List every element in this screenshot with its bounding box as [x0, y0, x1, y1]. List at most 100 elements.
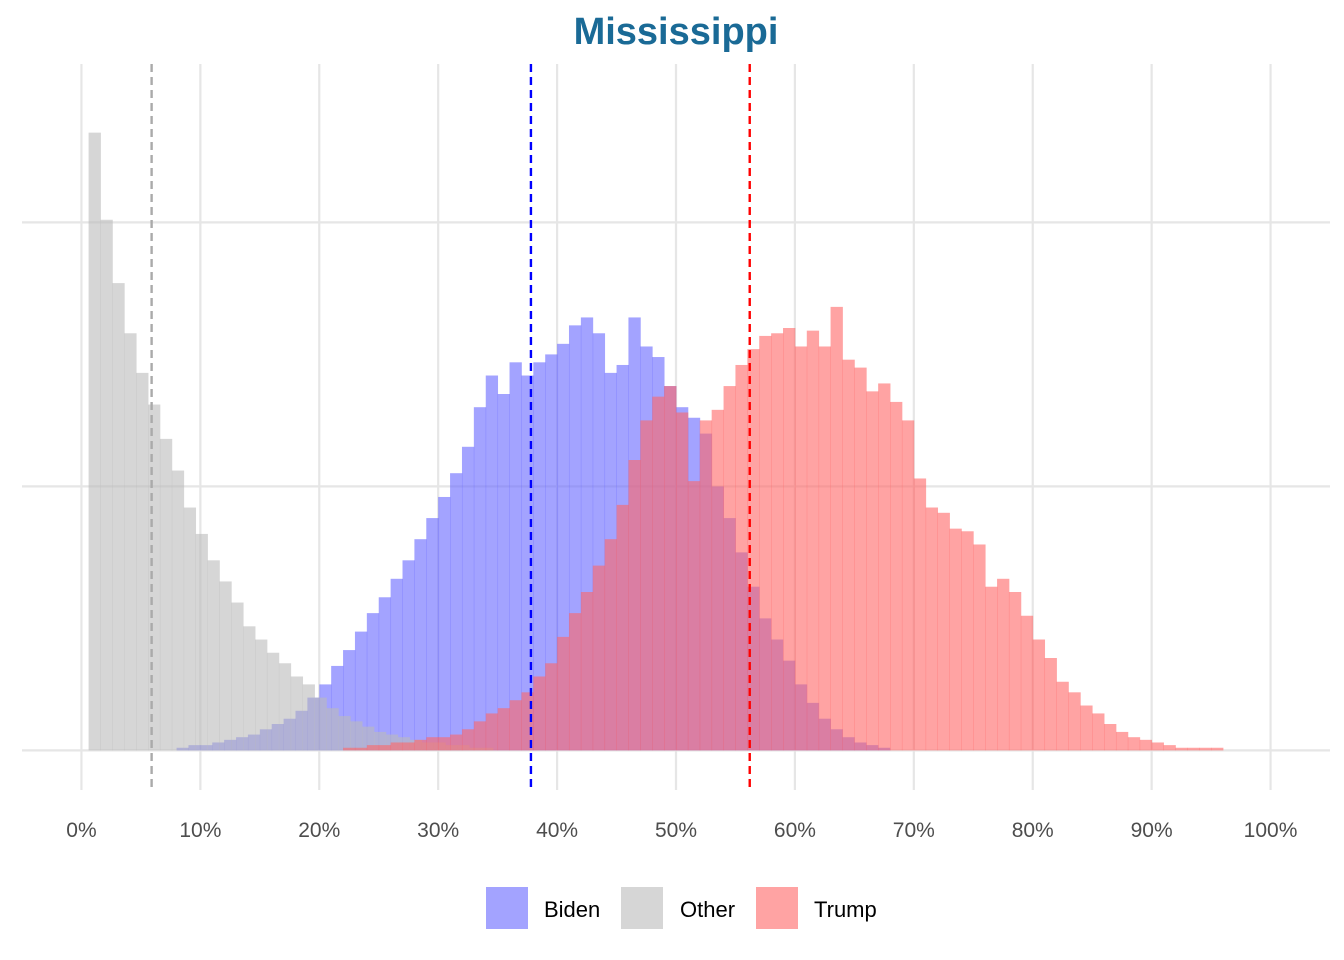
bar-other [136, 372, 149, 751]
x-tick-label: 20% [298, 819, 340, 842]
bar-biden [485, 375, 499, 751]
bar-trump [1008, 592, 1022, 751]
bar-trump [759, 335, 772, 751]
bar-trump [497, 708, 510, 751]
x-tick-label: 50% [655, 819, 697, 842]
bar-trump [901, 420, 915, 751]
legend-label-other: Other [680, 897, 735, 922]
bar-trump [354, 747, 368, 751]
x-axis-ticks: 0% 10% 20% 30% 40% 50% 60% 70% 80% 90% 100% [66, 819, 1297, 842]
legend-key-trump [756, 887, 798, 929]
bar-other [362, 726, 375, 751]
bar-trump [842, 359, 855, 751]
legend-label-trump: Trump [814, 897, 877, 922]
bar-trump [545, 663, 558, 751]
bar-trump [925, 507, 938, 751]
bar-biden [450, 473, 463, 751]
bar-biden [390, 578, 403, 751]
bar-trump [985, 586, 998, 751]
bar-trump [1211, 747, 1224, 751]
legend-key-biden [486, 887, 528, 929]
bar-trump [628, 460, 641, 751]
bar-other [302, 684, 315, 751]
bar-trump [973, 544, 986, 751]
bar-other [219, 581, 232, 751]
bar-trump [1115, 731, 1129, 751]
bar-trump [890, 401, 903, 751]
bar-trump [1092, 713, 1105, 751]
bar-trump [1199, 747, 1212, 751]
bar-other [266, 652, 280, 751]
x-tick-label: 40% [536, 819, 578, 842]
histogram-bars [88, 132, 1224, 751]
bar-biden [533, 362, 546, 751]
bar-trump [580, 592, 594, 751]
bar-trump [557, 636, 570, 751]
bar-trump [735, 364, 748, 751]
bar-biden [545, 354, 558, 751]
bar-trump [1139, 739, 1153, 751]
bar-biden [414, 539, 427, 751]
bar-other [314, 697, 327, 751]
bar-biden [378, 597, 392, 751]
bar-trump [699, 420, 713, 751]
bar-trump [664, 386, 677, 751]
bar-trump [390, 742, 403, 751]
bar-other [171, 470, 185, 751]
bar-trump [1020, 615, 1034, 751]
series-trump [343, 306, 1224, 751]
bar-trump [1127, 737, 1141, 751]
bar-trump [438, 737, 451, 751]
bar-trump [640, 420, 653, 751]
bar-trump [426, 737, 439, 751]
bar-trump [1056, 681, 1069, 751]
bar-trump [794, 346, 808, 751]
bar-biden [461, 446, 475, 751]
bar-trump [616, 504, 629, 751]
legend: Biden Other Trump [486, 887, 877, 929]
bar-other [243, 626, 256, 751]
bar-biden [497, 394, 510, 751]
legend-key-other [621, 887, 663, 929]
bar-trump [485, 713, 499, 751]
x-tick-label: 0% [66, 819, 96, 842]
bar-other [88, 132, 101, 751]
bar-trump [414, 739, 427, 751]
bar-trump [568, 613, 582, 751]
bar-other [338, 716, 351, 751]
bar-trump [1032, 639, 1046, 751]
bar-other [159, 438, 173, 751]
bar-other [326, 708, 339, 751]
bar-trump [783, 328, 796, 751]
bar-trump [592, 565, 606, 751]
bar-trump [473, 721, 487, 751]
bar-trump [378, 745, 392, 751]
x-tick-label: 70% [893, 819, 935, 842]
chart-title: Mississippi [574, 11, 779, 53]
bar-trump [818, 346, 831, 751]
bar-trump [1080, 705, 1093, 751]
x-tick-label: 30% [417, 819, 459, 842]
bar-trump [830, 306, 843, 751]
bar-trump [806, 330, 820, 751]
bar-trump [771, 333, 784, 751]
bar-other [231, 602, 244, 751]
bar-trump [687, 481, 701, 751]
bar-biden [509, 362, 522, 751]
bar-trump [854, 367, 867, 751]
bar-other [148, 404, 161, 751]
bar-other [207, 560, 220, 751]
bar-trump [1044, 658, 1057, 751]
bar-trump [1163, 745, 1176, 751]
bar-other [290, 676, 304, 751]
bar-trump [1175, 747, 1188, 751]
bar-trump [878, 383, 891, 751]
bar-other [112, 283, 125, 751]
bar-trump [343, 747, 356, 751]
bar-trump [1187, 747, 1200, 751]
bar-trump [949, 528, 962, 751]
bar-trump [723, 386, 736, 751]
x-tick-label: 90% [1131, 819, 1173, 842]
bar-trump [450, 734, 463, 751]
